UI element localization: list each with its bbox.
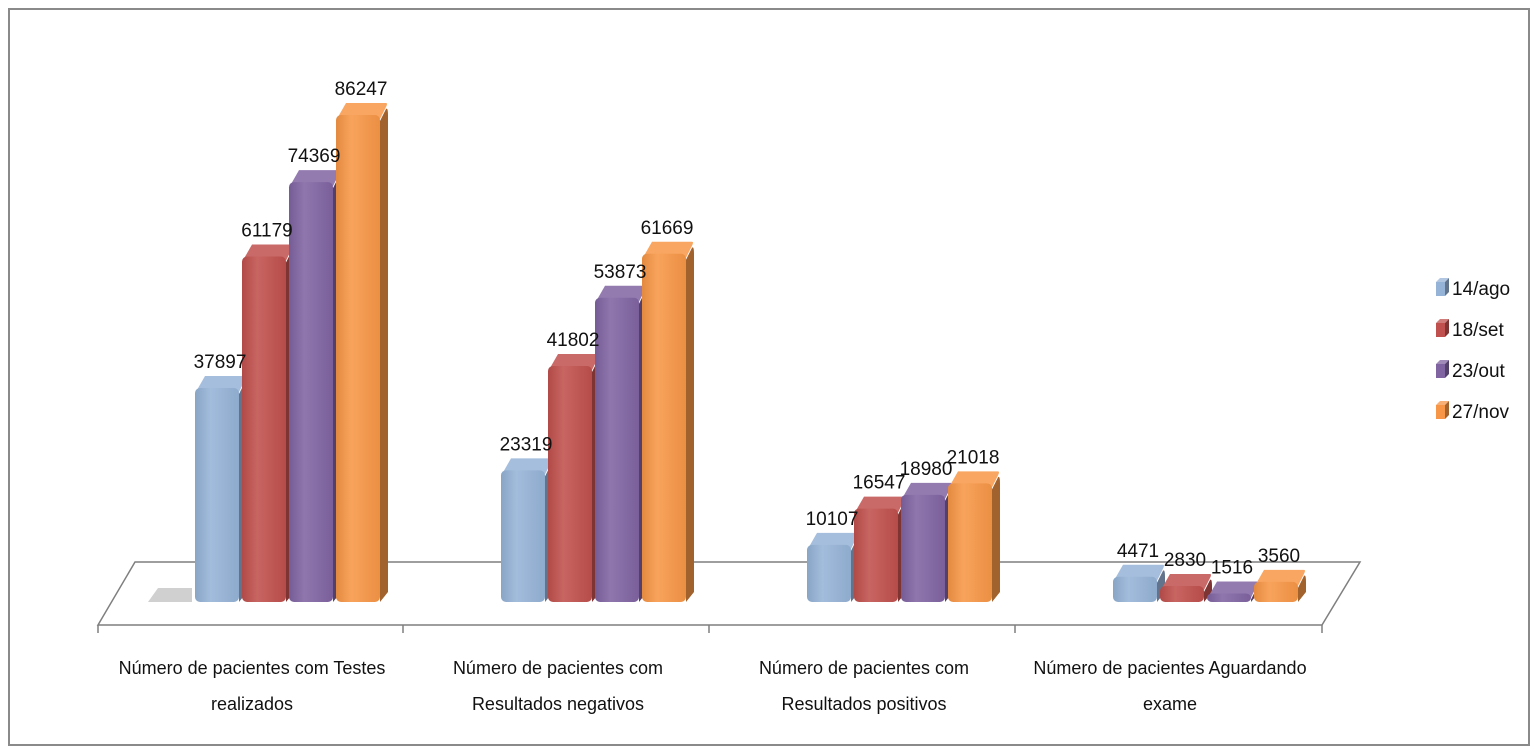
bar-3-1 xyxy=(1160,574,1212,602)
floor-plane xyxy=(96,561,1362,626)
value-label: 21018 xyxy=(947,447,1000,468)
legend-item: 27/nov xyxy=(1436,401,1510,423)
category-label: Número de pacientes com Testes realizados xyxy=(119,658,386,714)
legend-label: 18/set xyxy=(1452,320,1504,341)
bar-2-2 xyxy=(901,482,953,602)
value-label: 10107 xyxy=(806,509,859,530)
chart-floor xyxy=(96,561,1362,626)
value-label: 23319 xyxy=(500,434,553,455)
bar-0-0 xyxy=(195,376,247,602)
floor-shadow xyxy=(148,588,192,602)
value-label: 37897 xyxy=(194,352,247,373)
legend-swatch xyxy=(1436,360,1449,378)
category-label: Número de pacientes Aguardando exame xyxy=(1033,658,1306,714)
value-label: 61669 xyxy=(641,218,694,239)
value-label: 53873 xyxy=(594,262,647,283)
value-label: 41802 xyxy=(547,330,600,351)
bar-3-3 xyxy=(1254,569,1306,602)
category-label: Número de pacientes com Resultados positi… xyxy=(759,658,969,714)
value-label: 18980 xyxy=(900,459,953,480)
value-label: 2830 xyxy=(1164,550,1206,571)
category-label: Número de pacientes com Resultados negati… xyxy=(453,658,663,714)
value-label: 16547 xyxy=(853,473,906,494)
bar-1-3 xyxy=(642,241,694,603)
x-axis: Número de pacientes com Testes realizados… xyxy=(97,625,1323,714)
bar-0-1 xyxy=(242,244,294,602)
legend-label: 14/ago xyxy=(1452,279,1510,300)
bar-2-3 xyxy=(948,471,1000,602)
bar-2-1 xyxy=(854,496,906,602)
chart-border xyxy=(8,8,1530,746)
bar-0-3 xyxy=(336,103,388,602)
value-label: 61179 xyxy=(241,221,292,242)
bar-0-2 xyxy=(289,170,341,603)
value-labels-group: 37897 61179 74369 86247 23319 41802 53873 61669… xyxy=(194,79,1301,578)
legend-label: 27/nov xyxy=(1452,402,1510,423)
value-label: 3560 xyxy=(1258,546,1300,567)
bar-1-0 xyxy=(501,458,553,602)
legend-item: 14/ago xyxy=(1436,278,1510,300)
value-label: 4471 xyxy=(1117,541,1159,562)
value-label: 1516 xyxy=(1211,557,1253,578)
bar-2-0 xyxy=(807,532,859,602)
legend-item: 18/set xyxy=(1436,319,1504,341)
bar-1-2 xyxy=(595,285,647,602)
legend-label: 23/out xyxy=(1452,361,1506,382)
value-label: 74369 xyxy=(288,146,341,167)
bar-3-0 xyxy=(1113,564,1165,602)
bar-1-1 xyxy=(548,353,600,602)
bars-group xyxy=(195,103,1306,603)
value-label: 86247 xyxy=(335,79,388,100)
legend-swatch xyxy=(1436,278,1449,296)
legend-swatch xyxy=(1436,319,1449,337)
legend-item: 23/out xyxy=(1436,360,1506,382)
legend: 14/ago 18/set 23/out 27/nov xyxy=(1436,278,1510,423)
legend-swatch xyxy=(1436,401,1449,419)
